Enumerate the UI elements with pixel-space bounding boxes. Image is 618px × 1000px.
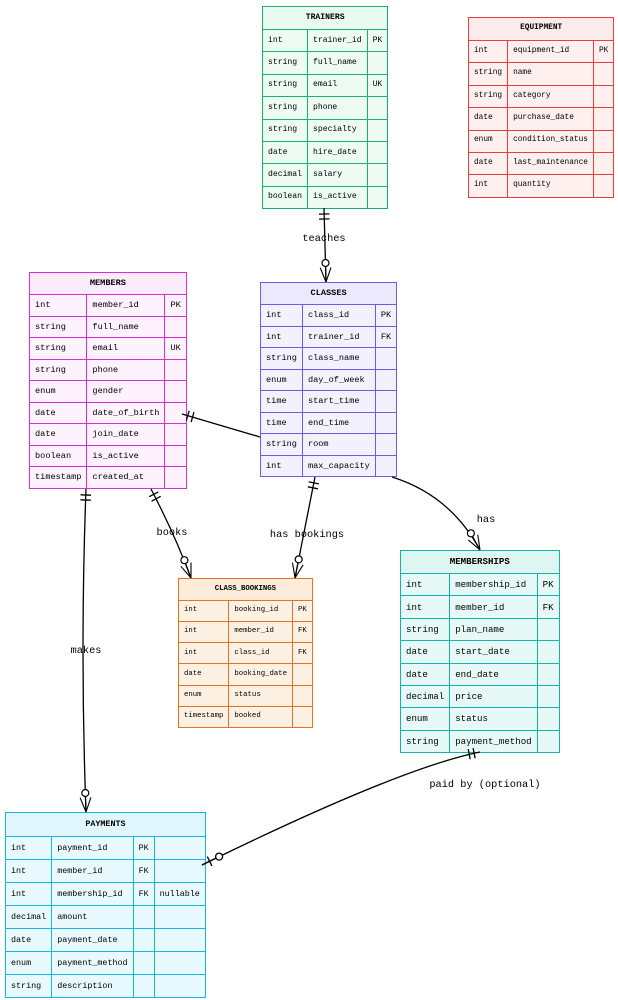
svg-text:has: has (477, 514, 496, 526)
svg-text:has bookings: has bookings (270, 529, 344, 541)
svg-text:paid by (optional): paid by (optional) (429, 779, 540, 791)
svg-text:teaches: teaches (302, 233, 345, 245)
svg-text:books: books (157, 527, 188, 539)
svg-text:makes: makes (71, 645, 102, 657)
